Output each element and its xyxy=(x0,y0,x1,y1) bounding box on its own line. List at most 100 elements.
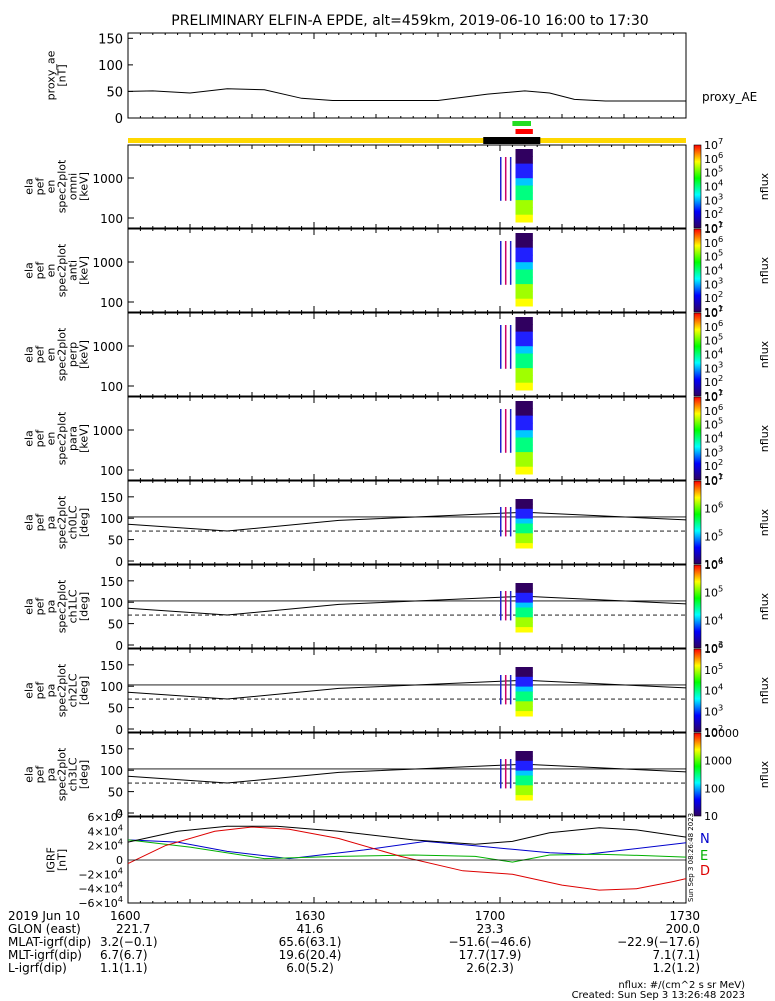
footer-value: 41.6 xyxy=(296,922,324,936)
panel-frame xyxy=(127,732,687,817)
footer-value: 1.1(1.1) xyxy=(100,961,148,975)
y-tick-label: 50 xyxy=(108,618,123,632)
y-tick-label: 150 xyxy=(98,32,123,47)
footer-head: 2019 Jun 10 xyxy=(8,909,81,923)
y-tick-label: 100 xyxy=(100,512,123,526)
spectrogram-cell xyxy=(515,233,533,241)
y-axis-label: ela xyxy=(23,598,36,615)
spectrogram-cell xyxy=(515,214,533,223)
colorbar-tick-label: 104 xyxy=(704,555,723,571)
spectrogram-cell xyxy=(515,437,533,446)
colorbar-tick-label: 107 xyxy=(704,304,723,320)
spectrogram-cell xyxy=(515,790,533,796)
spectrogram-cell xyxy=(515,163,533,172)
y-tick-label: 4×104 xyxy=(88,822,123,838)
colorbar-tick-label: 104 xyxy=(704,178,723,194)
y-axis-label: pa xyxy=(45,684,58,698)
spectrogram-cell xyxy=(515,622,533,628)
colorbar-tick-label: 101 xyxy=(704,303,723,319)
y-axis-label: spec2plot xyxy=(56,495,69,549)
colorbar-tick-label: 106 xyxy=(704,402,723,418)
spectrogram-cell xyxy=(515,617,533,623)
colorbar xyxy=(693,564,702,649)
spectrogram-cell xyxy=(515,691,533,697)
loss-cone-line xyxy=(127,511,687,532)
y-tick-label: 150 xyxy=(100,743,123,757)
footer-value: 7.1(7.1) xyxy=(652,948,700,962)
spectrogram-cell xyxy=(515,156,533,165)
y-axis-label: [keV] xyxy=(78,340,91,369)
y-tick-label: 100 xyxy=(100,596,123,610)
y-axis-label: pa xyxy=(45,768,58,782)
y-axis-label: pef xyxy=(34,513,47,532)
legend-e: E xyxy=(700,849,708,864)
y-axis-label: IGRF xyxy=(45,847,58,873)
spectrogram-cell xyxy=(515,602,533,608)
spectrogram-streak xyxy=(509,759,512,789)
spectrogram-cell xyxy=(515,518,533,524)
colorbar xyxy=(693,480,702,565)
colorbar-label: nflux xyxy=(758,340,771,368)
footer-row-mlt: MLT-igrf(dip) 6.7(6.7) 19.6(20.4) 17.7(1… xyxy=(0,949,700,962)
colorbar-tick-label: 106 xyxy=(704,234,723,250)
spectrogram-streak xyxy=(509,409,512,453)
series-line-N xyxy=(127,839,687,860)
spectrogram-cell xyxy=(515,360,533,369)
spectrogram-cell xyxy=(515,676,533,683)
spectrogram-cell xyxy=(515,430,533,438)
y-tick-label: 150 xyxy=(100,659,123,673)
footer-row-l: L-igrf(dip) 1.1(1.1) 6.0(5.2) 2.6(2.3) 1… xyxy=(0,962,700,975)
footer-value: 200.0 xyxy=(665,922,700,936)
colorbar-tick-label: 107 xyxy=(704,136,723,152)
colorbar-tick-label: 102 xyxy=(704,373,723,389)
spectrogram-cell xyxy=(515,543,533,549)
y-axis-label: [deg] xyxy=(78,508,91,537)
side-note: Sun Sep 3 08:26:48 2023 xyxy=(687,813,695,902)
y-tick-label: 50 xyxy=(106,85,123,100)
y-axis-label: pef xyxy=(34,597,47,616)
panel-frame xyxy=(127,32,687,119)
colorbar-tick-label: 107 xyxy=(704,388,723,404)
spectrogram-cell xyxy=(515,466,533,475)
colorbar-tick-label: 103 xyxy=(704,191,723,207)
y-tick-label: 2×104 xyxy=(88,837,123,853)
spectrogram-cell xyxy=(515,523,533,529)
spectrogram-cell xyxy=(515,583,533,589)
y-axis-label: spec2plot xyxy=(56,159,69,213)
y-axis-label: pef xyxy=(34,429,47,448)
colorbar-tick-label: 103 xyxy=(704,702,723,718)
spectrogram-cell xyxy=(515,770,533,776)
y-axis-label: ela xyxy=(23,430,36,447)
colorbar xyxy=(693,396,702,481)
y-tick-label: 100 xyxy=(98,59,123,74)
created-note: Created: Sun Sep 3 13:26:48 2023 xyxy=(571,990,745,1001)
y-axis-label: [keV] xyxy=(78,172,91,201)
spectrogram-cell xyxy=(515,751,533,757)
y-axis-label: en xyxy=(45,348,58,362)
spectrogram-cell xyxy=(515,775,533,781)
colorbar xyxy=(693,312,702,397)
y-tick-label: 1000 xyxy=(92,172,123,186)
y-axis-label: para xyxy=(67,426,80,451)
spectrogram-cell xyxy=(515,706,533,712)
y-axis-label: en xyxy=(45,180,58,194)
y-axis-label: ch3LC xyxy=(67,757,80,791)
y-axis-label: en xyxy=(45,432,58,446)
colorbar-label: nflux xyxy=(758,172,771,200)
colorbar-label: nflux xyxy=(758,592,771,620)
spectrogram-streak xyxy=(500,157,502,201)
spectrogram-cell xyxy=(515,681,533,688)
legend-n: N xyxy=(700,832,710,847)
units-note: nflux: #/(cm^2 s sr MeV) xyxy=(618,980,745,991)
footer-value: −51.6(−46.6) xyxy=(448,935,532,949)
y-tick-label: 50 xyxy=(108,534,123,548)
colorbar-label: nflux xyxy=(758,424,771,452)
y-tick-label: 100 xyxy=(100,212,123,226)
y-axis-label: pef xyxy=(34,765,47,784)
state-bar-black xyxy=(483,137,541,144)
footer-ephemeris: 2019 Jun 10 1600 1630 1700 1730 GLON (ea… xyxy=(0,908,775,1001)
panel-frame xyxy=(127,648,687,733)
y-axis-label: ela xyxy=(23,766,36,783)
colorbar xyxy=(693,732,702,817)
footer-head: L-igrf(dip) xyxy=(8,961,67,975)
